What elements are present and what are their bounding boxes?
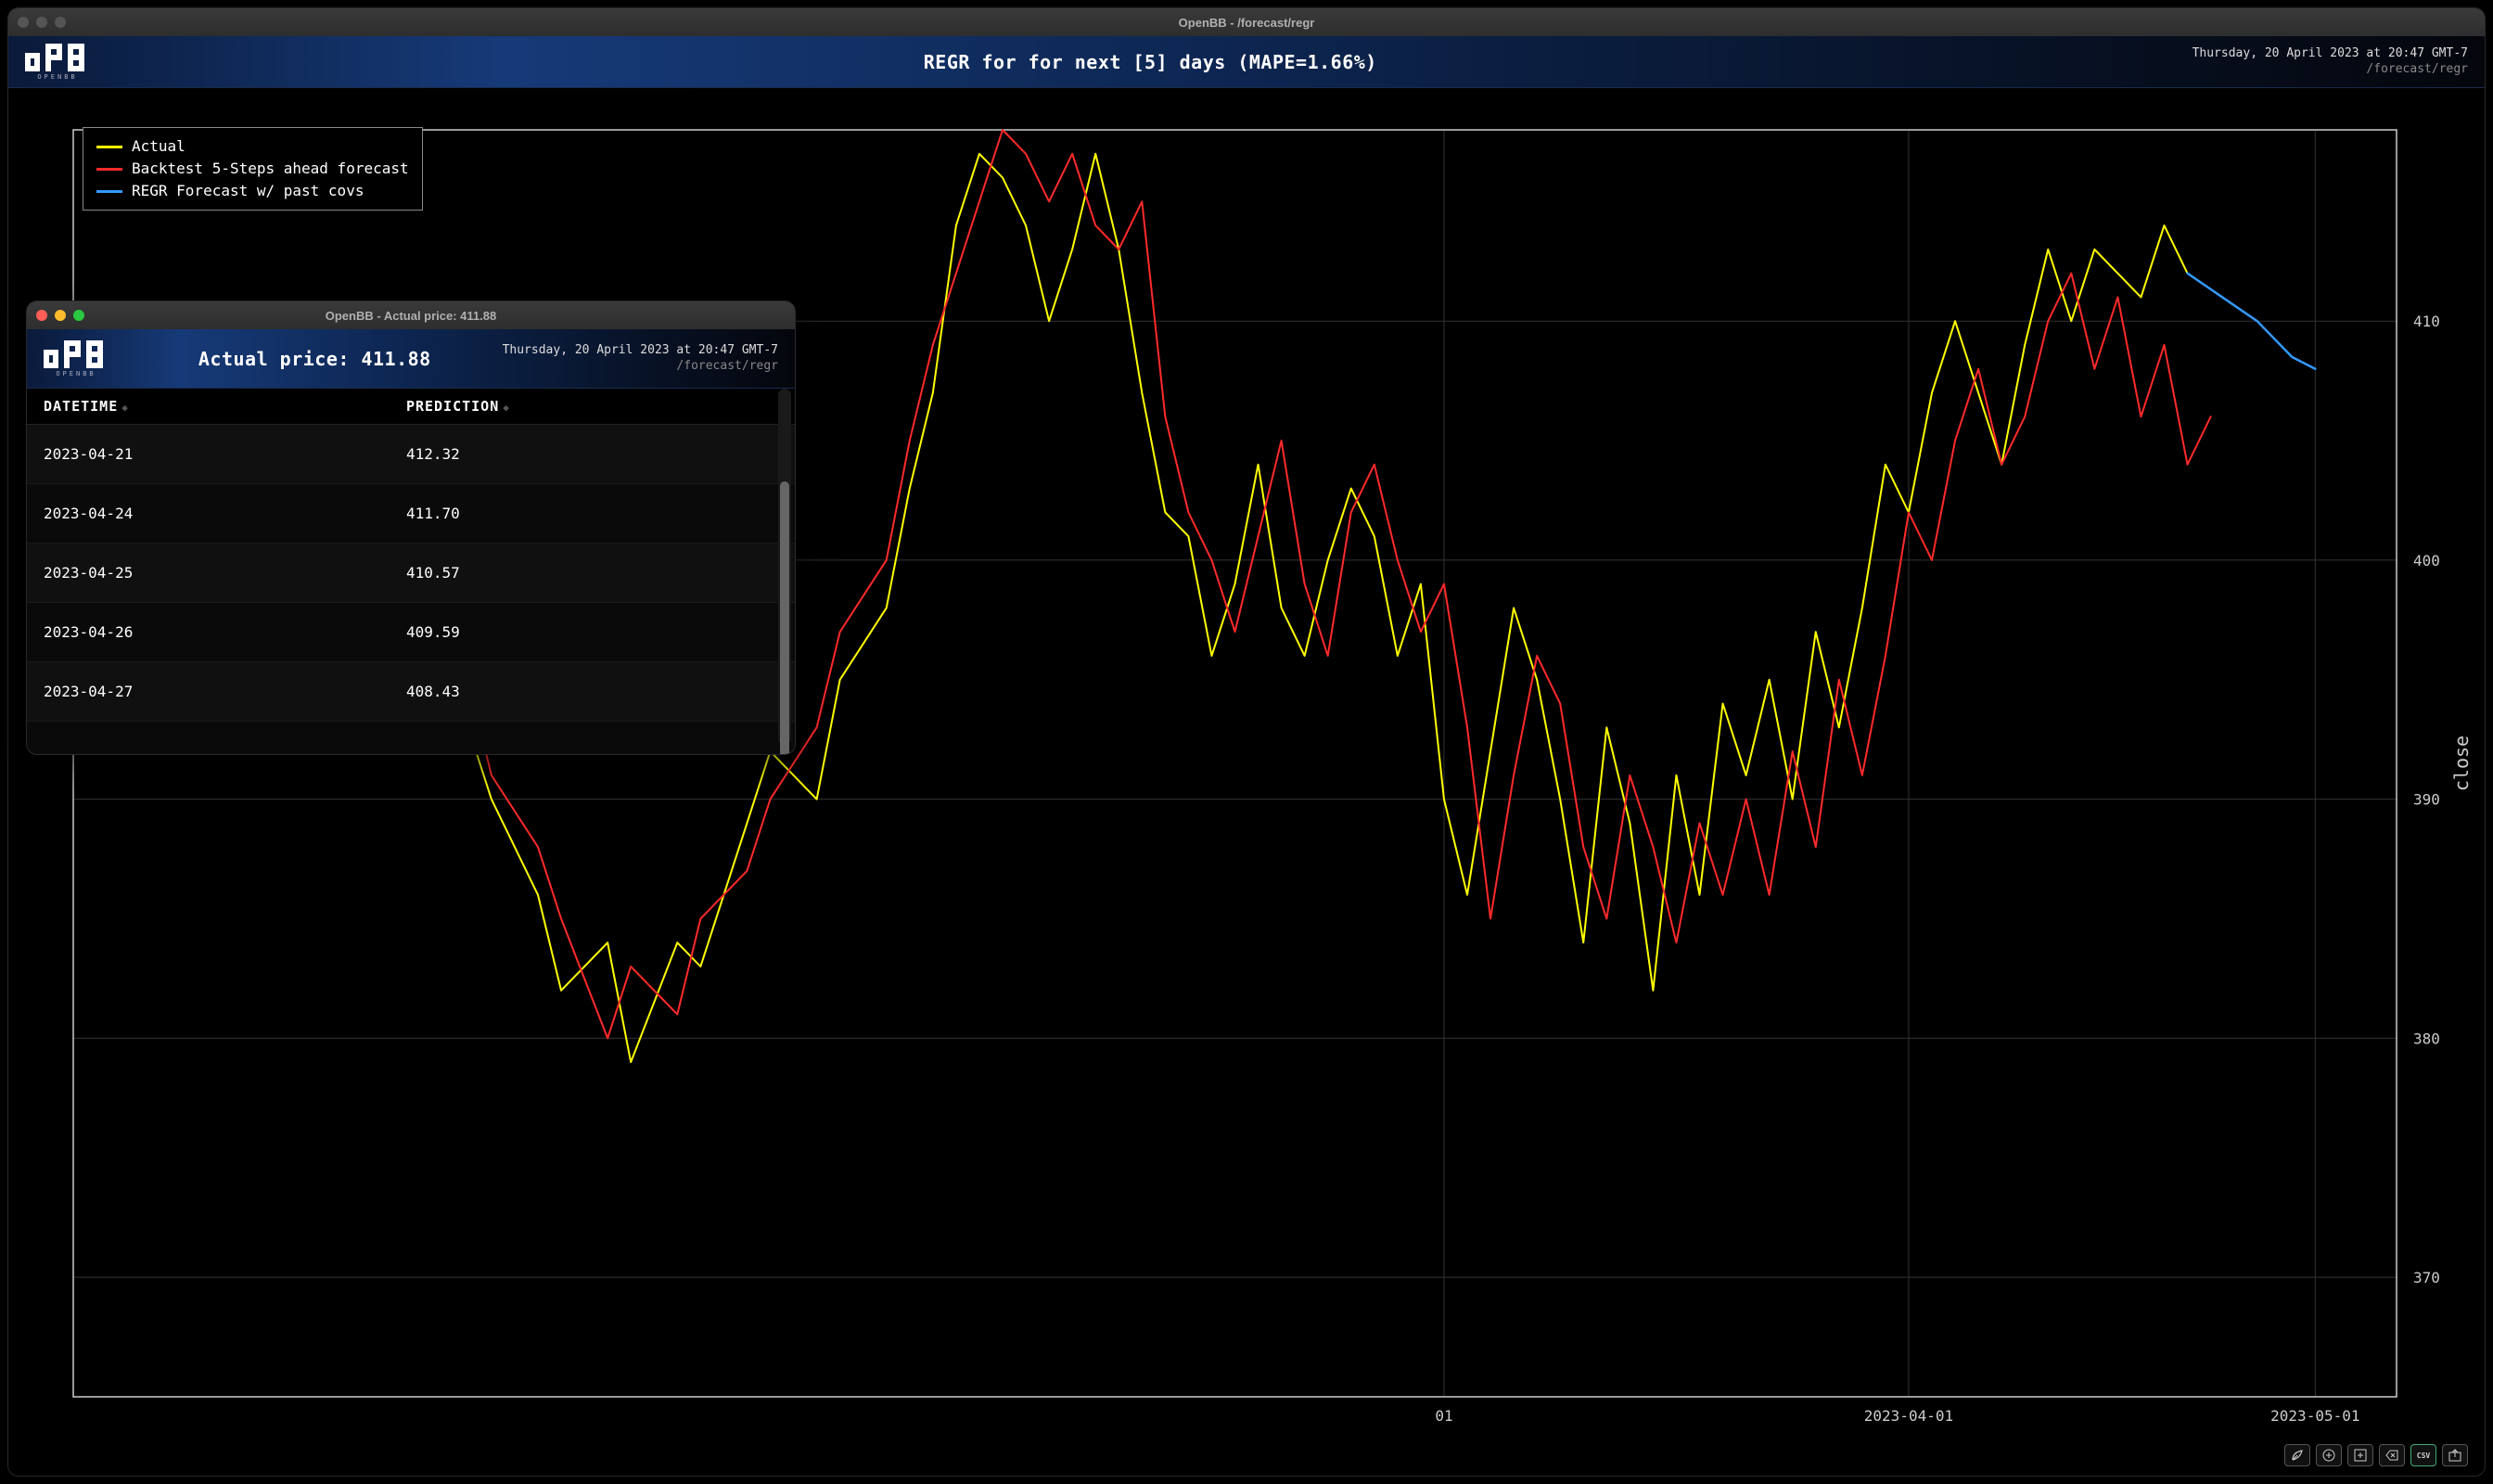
close-window-icon[interactable] bbox=[18, 17, 29, 28]
svg-text:close: close bbox=[2450, 736, 2473, 791]
leaf-icon[interactable] bbox=[2284, 1444, 2310, 1466]
legend-swatch bbox=[96, 190, 122, 193]
chart-title: REGR for for next [5] days (MAPE=1.66%) bbox=[109, 51, 2193, 73]
csv-icon[interactable]: CSV bbox=[2410, 1444, 2436, 1466]
table-window: OpenBB - Actual price: 411.88 OPENBB Act… bbox=[26, 301, 796, 755]
prediction-table: DATETIME◆ PREDICTION◆ 2023-04-21412.3220… bbox=[27, 389, 795, 722]
header-meta: Thursday, 20 April 2023 at 20:47 GMT-7 /… bbox=[2193, 46, 2468, 78]
svg-text:01: 01 bbox=[1435, 1407, 1452, 1425]
openbb-logo-icon bbox=[25, 44, 90, 71]
openbb-logo: OPENBB bbox=[44, 340, 109, 377]
maximize-window-icon[interactable] bbox=[55, 17, 66, 28]
minimize-window-icon[interactable] bbox=[36, 17, 47, 28]
main-header: OPENBB REGR for for next [5] days (MAPE=… bbox=[8, 36, 2485, 88]
breadcrumb-path: /forecast/regr bbox=[2193, 62, 2468, 78]
table-row[interactable]: 2023-04-21412.32 bbox=[27, 425, 795, 484]
legend-item-actual[interactable]: Actual bbox=[96, 135, 409, 158]
chart-toolbar: CSV bbox=[2284, 1444, 2468, 1466]
main-titlebar[interactable]: OpenBB - /forecast/regr bbox=[8, 8, 2485, 36]
col-datetime[interactable]: DATETIME◆ bbox=[27, 389, 390, 425]
scrollbar-thumb[interactable] bbox=[780, 481, 789, 755]
table-scroll[interactable]: DATETIME◆ PREDICTION◆ 2023-04-21412.3220… bbox=[27, 389, 795, 754]
svg-text:410: 410 bbox=[2413, 313, 2440, 330]
table-cell: 411.70 bbox=[390, 484, 795, 544]
table-cell: 408.43 bbox=[390, 662, 795, 722]
legend-item-forecast[interactable]: REGR Forecast w/ past covs bbox=[96, 180, 409, 202]
legend-label: Actual bbox=[132, 135, 185, 158]
delete-icon[interactable] bbox=[2379, 1444, 2405, 1466]
col-prediction[interactable]: PREDICTION ◆ bbox=[390, 389, 795, 425]
table-cell: 2023-04-21 bbox=[27, 425, 390, 484]
sort-icon: ◆ bbox=[121, 402, 129, 414]
svg-text:2023-04-01: 2023-04-01 bbox=[1864, 1407, 1953, 1425]
timestamp: Thursday, 20 April 2023 at 20:47 GMT-7 bbox=[2193, 46, 2468, 62]
svg-text:380: 380 bbox=[2413, 1030, 2440, 1047]
legend-item-backtest[interactable]: Backtest 5-Steps ahead forecast bbox=[96, 158, 409, 180]
table-titlebar[interactable]: OpenBB - Actual price: 411.88 bbox=[27, 301, 795, 329]
chart-area[interactable]: 370 380 390 400 410 01 2023-04-01 2023-05-01 clo… bbox=[8, 88, 2485, 1476]
table-cell: 410.57 bbox=[390, 544, 795, 603]
sort-icon: ◆ bbox=[503, 402, 510, 414]
col-label: PREDICTION bbox=[406, 398, 499, 415]
traffic-lights bbox=[18, 17, 66, 28]
add-box-icon[interactable] bbox=[2347, 1444, 2373, 1466]
minimize-window-icon[interactable] bbox=[55, 310, 66, 321]
svg-text:390: 390 bbox=[2413, 791, 2440, 809]
legend-swatch bbox=[96, 168, 122, 171]
scrollbar[interactable] bbox=[778, 389, 791, 745]
openbb-logo-icon bbox=[44, 340, 109, 368]
table-row[interactable]: 2023-04-26409.59 bbox=[27, 603, 795, 662]
timestamp: Thursday, 20 April 2023 at 20:47 GMT-7 bbox=[503, 343, 778, 359]
table-cell: 2023-04-24 bbox=[27, 484, 390, 544]
table-cell: 2023-04-26 bbox=[27, 603, 390, 662]
col-label: DATETIME bbox=[44, 398, 118, 415]
table-cell: 412.32 bbox=[390, 425, 795, 484]
legend-label: REGR Forecast w/ past covs bbox=[132, 180, 364, 202]
zoom-in-icon[interactable] bbox=[2316, 1444, 2342, 1466]
table-title: Actual price: 411.88 bbox=[127, 348, 503, 370]
close-window-icon[interactable] bbox=[36, 310, 47, 321]
traffic-lights bbox=[36, 310, 84, 321]
logo-text: OPENBB bbox=[37, 73, 77, 81]
maximize-window-icon[interactable] bbox=[73, 310, 84, 321]
export-icon[interactable] bbox=[2442, 1444, 2468, 1466]
legend-swatch bbox=[96, 146, 122, 148]
table-window-title: OpenBB - Actual price: 411.88 bbox=[27, 309, 795, 323]
svg-text:400: 400 bbox=[2413, 552, 2440, 569]
logo-text: OPENBB bbox=[56, 370, 96, 377]
svg-text:2023-05-01: 2023-05-01 bbox=[2270, 1407, 2359, 1425]
forecast-chart[interactable]: 370 380 390 400 410 01 2023-04-01 2023-05-01 clo… bbox=[8, 88, 2485, 1476]
legend-label: Backtest 5-Steps ahead forecast bbox=[132, 158, 409, 180]
table-cell: 2023-04-25 bbox=[27, 544, 390, 603]
breadcrumb-path: /forecast/regr bbox=[503, 359, 778, 375]
table-row[interactable]: 2023-04-24411.70 bbox=[27, 484, 795, 544]
svg-text:370: 370 bbox=[2413, 1269, 2440, 1286]
table-body: 2023-04-21412.322023-04-24411.702023-04-… bbox=[27, 425, 795, 722]
chart-legend: Actual Backtest 5-Steps ahead forecast R… bbox=[83, 127, 423, 211]
table-cell: 409.59 bbox=[390, 603, 795, 662]
openbb-logo: OPENBB bbox=[25, 44, 90, 81]
table-header: OPENBB Actual price: 411.88 Thursday, 20… bbox=[27, 329, 795, 389]
main-window-title: OpenBB - /forecast/regr bbox=[8, 16, 2485, 30]
table-row[interactable]: 2023-04-27408.43 bbox=[27, 662, 795, 722]
table-row[interactable]: 2023-04-25410.57 bbox=[27, 544, 795, 603]
table-cell: 2023-04-27 bbox=[27, 662, 390, 722]
header-meta: Thursday, 20 April 2023 at 20:47 GMT-7 /… bbox=[503, 343, 778, 375]
csv-label: CSV bbox=[2417, 1452, 2430, 1460]
